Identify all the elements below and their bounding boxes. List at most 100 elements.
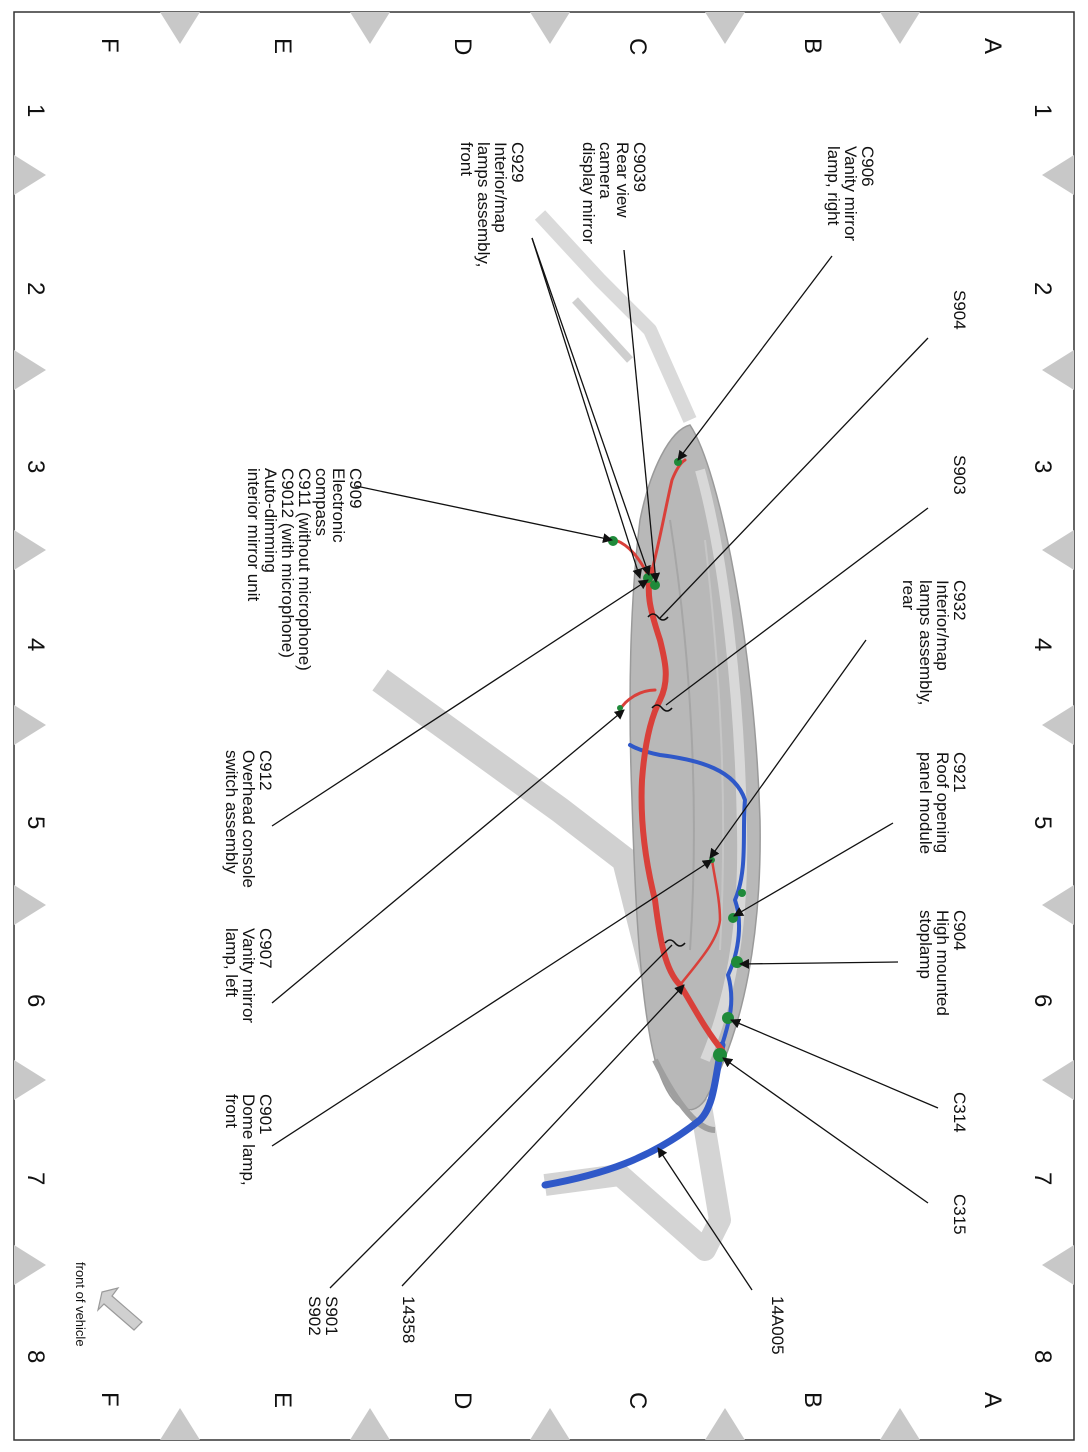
row-top-c: C bbox=[624, 38, 651, 55]
label-c932-line-1: Interior/map bbox=[933, 580, 952, 671]
connector-c912 bbox=[617, 705, 623, 711]
label-c901: C901Dome lamp,front bbox=[222, 1094, 275, 1186]
connector-c9039 bbox=[650, 580, 660, 590]
row-bottom-d: D bbox=[449, 1392, 476, 1409]
roof-structure bbox=[372, 210, 761, 1261]
label-c907-line-2: lamp, left bbox=[222, 928, 241, 997]
leader-s903 bbox=[665, 507, 929, 706]
col-left-6: 6 bbox=[22, 994, 49, 1007]
splice-s904 bbox=[647, 613, 669, 621]
leader-c929-b bbox=[531, 237, 643, 579]
label-c906-line-0: C906 bbox=[858, 146, 877, 187]
col-right-3: 3 bbox=[1029, 460, 1056, 473]
leader-c901 bbox=[271, 859, 713, 1147]
row-top-a: A bbox=[979, 38, 1006, 54]
label-s901-s902: S901S902 bbox=[305, 1296, 341, 1336]
label-s903: S903 bbox=[950, 455, 969, 495]
label-c921: C921Roof openingpanel module bbox=[916, 752, 969, 854]
row-top-b: B bbox=[799, 38, 826, 54]
row-bottom-f: F bbox=[96, 1392, 123, 1407]
leader-c907 bbox=[271, 709, 625, 1004]
label-c904-line-0: C904 bbox=[950, 910, 969, 951]
col-right-7: 7 bbox=[1029, 1172, 1056, 1185]
blue-harness-main bbox=[541, 1041, 726, 1189]
connector-c909 bbox=[608, 536, 618, 546]
label-s901-line-1: S902 bbox=[305, 1296, 324, 1336]
roof-groove-2 bbox=[704, 539, 725, 951]
front-of-vehicle-indicator: front of vehicle bbox=[73, 1262, 143, 1347]
leader-14a005 bbox=[657, 1147, 753, 1291]
col-left-2: 2 bbox=[22, 282, 49, 295]
col-left-8: 8 bbox=[22, 1350, 49, 1363]
label-14358: 14358 bbox=[399, 1296, 418, 1343]
col-left-3: 3 bbox=[22, 460, 49, 473]
label-c912: C912Overhead consoleswitch assembly bbox=[222, 750, 275, 888]
callout-labels: C906Vanity mirrorlamp, right C9039Rear v… bbox=[222, 142, 969, 1355]
row-top-d: D bbox=[449, 38, 476, 55]
label-c314: C314 bbox=[950, 1092, 969, 1133]
leader-s904 bbox=[659, 337, 929, 619]
label-c921-line-1: Roof opening bbox=[933, 752, 952, 853]
label-c904: C904High mountedstoplamp bbox=[916, 910, 969, 1016]
label-s904-line-0: S904 bbox=[950, 290, 969, 330]
label-c921-line-0: C921 bbox=[950, 752, 969, 793]
label-c909-line-4: C9012 (with microphone) bbox=[278, 468, 297, 658]
row-bottom-a: A bbox=[979, 1392, 1006, 1408]
label-c912-line-1: Overhead console bbox=[239, 750, 258, 888]
blue-harness bbox=[541, 743, 747, 1189]
label-c9039-line-2: camera bbox=[596, 142, 615, 199]
label-c907: C907Vanity mirrorlamp, left bbox=[222, 928, 275, 1023]
grid-column-numbers: 1 2 3 4 5 6 7 8 1 2 3 4 5 6 7 8 bbox=[22, 104, 1056, 1363]
splice-markers bbox=[647, 613, 686, 947]
roof-front-edge bbox=[652, 1058, 716, 1133]
row-bottom-e: E bbox=[269, 1392, 296, 1408]
label-c9039: C9039Rear viewcameradisplay mirror bbox=[579, 142, 649, 244]
label-c907-line-0: C907 bbox=[256, 928, 275, 969]
blue-harness-branch bbox=[628, 743, 747, 1047]
label-c9039-line-3: display mirror bbox=[579, 142, 598, 244]
label-c909-line-1: Electronic bbox=[329, 468, 348, 543]
leader-c906 bbox=[677, 255, 833, 461]
label-c932: C932Interior/maplamps assembly,rear bbox=[899, 580, 969, 705]
leader-14358 bbox=[401, 984, 685, 1287]
leader-c314 bbox=[730, 1018, 939, 1109]
frame-strip-rear bbox=[534, 210, 697, 423]
leader-lines bbox=[271, 237, 939, 1291]
label-s903-line-0: S903 bbox=[950, 455, 969, 495]
label-c906-line-1: Vanity mirror bbox=[841, 146, 860, 241]
col-right-8: 8 bbox=[1029, 1350, 1056, 1363]
col-right-1: 1 bbox=[1029, 104, 1056, 117]
label-c932-line-2: lamps assembly, bbox=[916, 580, 935, 705]
label-14a005-line-0: 14A005 bbox=[768, 1296, 787, 1355]
red-harness-dome-branch bbox=[678, 858, 722, 987]
label-c929-line-3: front bbox=[457, 142, 476, 176]
label-c909-line-6: interior mirror unit bbox=[244, 468, 263, 601]
label-c315: C315 bbox=[950, 1194, 969, 1235]
label-14a005: 14A005 bbox=[768, 1296, 787, 1355]
label-c929-line-0: C929 bbox=[508, 142, 527, 183]
label-14358-line-0: 14358 bbox=[399, 1296, 418, 1343]
col-left-4: 4 bbox=[22, 638, 49, 651]
label-c909-line-5: Auto-dimming bbox=[261, 468, 280, 573]
label-c929-line-2: lamps assembly, bbox=[474, 142, 493, 267]
leader-c909 bbox=[355, 485, 613, 544]
roof-groove-1 bbox=[669, 519, 695, 951]
label-c901-line-1: Dome lamp, bbox=[239, 1094, 258, 1186]
label-c912-line-0: C912 bbox=[256, 750, 275, 791]
col-left-1: 1 bbox=[22, 104, 49, 117]
splice-s901 bbox=[664, 939, 686, 947]
col-left-7: 7 bbox=[22, 1172, 49, 1185]
label-c901-line-0: C901 bbox=[256, 1094, 275, 1135]
leader-c9039 bbox=[623, 249, 661, 583]
leader-c912 bbox=[271, 579, 649, 827]
leader-c932 bbox=[709, 639, 867, 859]
label-c9039-line-0: C9039 bbox=[630, 142, 649, 192]
connector-c904 bbox=[731, 956, 743, 968]
row-top-f: F bbox=[96, 38, 123, 53]
col-left-5: 5 bbox=[22, 816, 49, 829]
label-c909: C909ElectroniccompassC911 (without micro… bbox=[244, 468, 365, 671]
label-c901-line-2: front bbox=[222, 1094, 241, 1128]
col-right-2: 2 bbox=[1029, 282, 1056, 295]
label-c906: C906Vanity mirrorlamp, right bbox=[824, 146, 877, 241]
